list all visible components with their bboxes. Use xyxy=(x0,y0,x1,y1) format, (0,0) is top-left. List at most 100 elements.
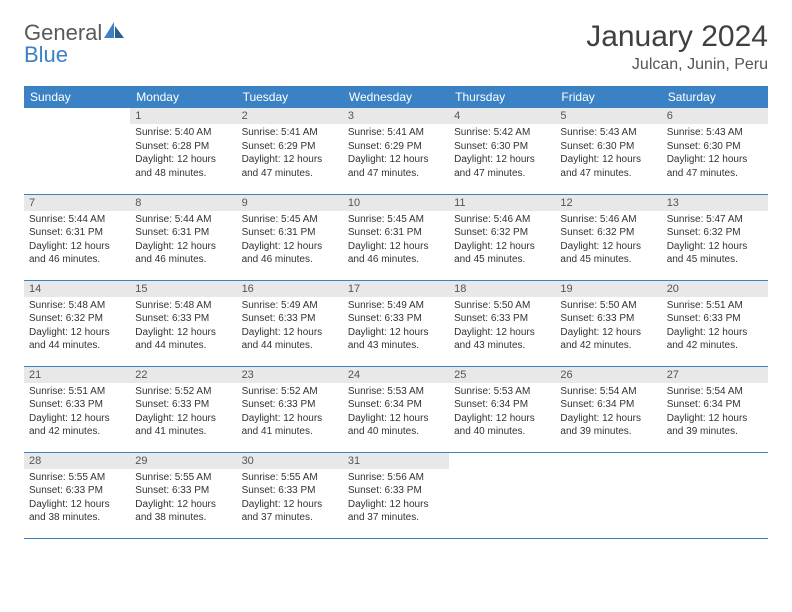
daylight-text: and 45 minutes. xyxy=(454,253,550,267)
day-number: 14 xyxy=(24,281,130,297)
daylight-text: Daylight: 12 hours xyxy=(667,326,763,340)
day-number: 13 xyxy=(662,195,768,211)
daylight-text: Daylight: 12 hours xyxy=(242,240,338,254)
daylight-text: Daylight: 12 hours xyxy=(29,498,125,512)
sunset-text: Sunset: 6:30 PM xyxy=(667,140,763,154)
sunset-text: Sunset: 6:32 PM xyxy=(454,226,550,240)
sunrise-text: Sunrise: 5:53 AM xyxy=(348,385,444,399)
sunset-text: Sunset: 6:32 PM xyxy=(560,226,656,240)
calendar-cell: 29Sunrise: 5:55 AMSunset: 6:33 PMDayligh… xyxy=(130,452,236,538)
sunset-text: Sunset: 6:34 PM xyxy=(454,398,550,412)
daylight-text: Daylight: 12 hours xyxy=(135,498,231,512)
daylight-text: and 44 minutes. xyxy=(29,339,125,353)
day-body: Sunrise: 5:46 AMSunset: 6:32 PMDaylight:… xyxy=(555,211,661,271)
daylight-text: Daylight: 12 hours xyxy=(29,240,125,254)
sunrise-text: Sunrise: 5:54 AM xyxy=(667,385,763,399)
day-number: 29 xyxy=(130,453,236,469)
calendar-cell: .. xyxy=(662,452,768,538)
sunrise-text: Sunrise: 5:45 AM xyxy=(242,213,338,227)
calendar-body: ..1Sunrise: 5:40 AMSunset: 6:28 PMDaylig… xyxy=(24,108,768,538)
sunrise-text: Sunrise: 5:41 AM xyxy=(348,126,444,140)
calendar-cell: 12Sunrise: 5:46 AMSunset: 6:32 PMDayligh… xyxy=(555,194,661,280)
day-body: Sunrise: 5:54 AMSunset: 6:34 PMDaylight:… xyxy=(555,383,661,443)
day-number: 8 xyxy=(130,195,236,211)
daylight-text: and 43 minutes. xyxy=(454,339,550,353)
calendar-cell: 23Sunrise: 5:52 AMSunset: 6:33 PMDayligh… xyxy=(237,366,343,452)
calendar-cell: 26Sunrise: 5:54 AMSunset: 6:34 PMDayligh… xyxy=(555,366,661,452)
sunrise-text: Sunrise: 5:54 AM xyxy=(560,385,656,399)
sunset-text: Sunset: 6:33 PM xyxy=(348,312,444,326)
daylight-text: and 47 minutes. xyxy=(242,167,338,181)
calendar-cell: 13Sunrise: 5:47 AMSunset: 6:32 PMDayligh… xyxy=(662,194,768,280)
day-body: Sunrise: 5:43 AMSunset: 6:30 PMDaylight:… xyxy=(662,124,768,184)
daylight-text: and 42 minutes. xyxy=(560,339,656,353)
day-body: Sunrise: 5:51 AMSunset: 6:33 PMDaylight:… xyxy=(24,383,130,443)
daylight-text: Daylight: 12 hours xyxy=(454,240,550,254)
sunset-text: Sunset: 6:33 PM xyxy=(135,484,231,498)
daylight-text: and 46 minutes. xyxy=(135,253,231,267)
weekday-header: Sunday xyxy=(24,86,130,108)
sunrise-text: Sunrise: 5:52 AM xyxy=(242,385,338,399)
day-body: Sunrise: 5:48 AMSunset: 6:33 PMDaylight:… xyxy=(130,297,236,357)
calendar-cell: 16Sunrise: 5:49 AMSunset: 6:33 PMDayligh… xyxy=(237,280,343,366)
calendar-cell: 31Sunrise: 5:56 AMSunset: 6:33 PMDayligh… xyxy=(343,452,449,538)
sunset-text: Sunset: 6:33 PM xyxy=(667,312,763,326)
sunrise-text: Sunrise: 5:42 AM xyxy=(454,126,550,140)
calendar-cell: 24Sunrise: 5:53 AMSunset: 6:34 PMDayligh… xyxy=(343,366,449,452)
calendar-week: 7Sunrise: 5:44 AMSunset: 6:31 PMDaylight… xyxy=(24,194,768,280)
sunrise-text: Sunrise: 5:44 AM xyxy=(29,213,125,227)
daylight-text: and 47 minutes. xyxy=(560,167,656,181)
sunset-text: Sunset: 6:31 PM xyxy=(242,226,338,240)
day-body: Sunrise: 5:55 AMSunset: 6:33 PMDaylight:… xyxy=(24,469,130,529)
sunrise-text: Sunrise: 5:56 AM xyxy=(348,471,444,485)
sunset-text: Sunset: 6:33 PM xyxy=(135,398,231,412)
sunset-text: Sunset: 6:33 PM xyxy=(242,398,338,412)
sunset-text: Sunset: 6:33 PM xyxy=(29,484,125,498)
day-body: Sunrise: 5:46 AMSunset: 6:32 PMDaylight:… xyxy=(449,211,555,271)
day-body: Sunrise: 5:44 AMSunset: 6:31 PMDaylight:… xyxy=(24,211,130,271)
calendar-cell: 28Sunrise: 5:55 AMSunset: 6:33 PMDayligh… xyxy=(24,452,130,538)
sunrise-text: Sunrise: 5:44 AM xyxy=(135,213,231,227)
day-body: Sunrise: 5:47 AMSunset: 6:32 PMDaylight:… xyxy=(662,211,768,271)
day-body: Sunrise: 5:43 AMSunset: 6:30 PMDaylight:… xyxy=(555,124,661,184)
sunrise-text: Sunrise: 5:40 AM xyxy=(135,126,231,140)
daylight-text: Daylight: 12 hours xyxy=(242,412,338,426)
day-body: Sunrise: 5:40 AMSunset: 6:28 PMDaylight:… xyxy=(130,124,236,184)
calendar-cell: 8Sunrise: 5:44 AMSunset: 6:31 PMDaylight… xyxy=(130,194,236,280)
daylight-text: and 39 minutes. xyxy=(667,425,763,439)
logo-blue: Blue xyxy=(24,42,68,67)
sunrise-text: Sunrise: 5:51 AM xyxy=(667,299,763,313)
weekday-header: Saturday xyxy=(662,86,768,108)
day-number: 7 xyxy=(24,195,130,211)
logo-line1: General xyxy=(24,20,126,44)
calendar-cell: 5Sunrise: 5:43 AMSunset: 6:30 PMDaylight… xyxy=(555,108,661,194)
sunset-text: Sunset: 6:31 PM xyxy=(348,226,444,240)
day-body: Sunrise: 5:52 AMSunset: 6:33 PMDaylight:… xyxy=(237,383,343,443)
header: General Blue January 2024 Julcan, Junin,… xyxy=(24,20,768,74)
sunset-text: Sunset: 6:34 PM xyxy=(348,398,444,412)
calendar-head: SundayMondayTuesdayWednesdayThursdayFrid… xyxy=(24,86,768,108)
daylight-text: Daylight: 12 hours xyxy=(560,326,656,340)
sunset-text: Sunset: 6:33 PM xyxy=(560,312,656,326)
sunset-text: Sunset: 6:28 PM xyxy=(135,140,231,154)
calendar-cell: 22Sunrise: 5:52 AMSunset: 6:33 PMDayligh… xyxy=(130,366,236,452)
sunrise-text: Sunrise: 5:55 AM xyxy=(29,471,125,485)
calendar-cell: 3Sunrise: 5:41 AMSunset: 6:29 PMDaylight… xyxy=(343,108,449,194)
calendar-cell: 25Sunrise: 5:53 AMSunset: 6:34 PMDayligh… xyxy=(449,366,555,452)
sunrise-text: Sunrise: 5:51 AM xyxy=(29,385,125,399)
sunrise-text: Sunrise: 5:49 AM xyxy=(348,299,444,313)
calendar-cell: 20Sunrise: 5:51 AMSunset: 6:33 PMDayligh… xyxy=(662,280,768,366)
daylight-text: and 43 minutes. xyxy=(348,339,444,353)
daylight-text: and 45 minutes. xyxy=(560,253,656,267)
calendar-cell: 27Sunrise: 5:54 AMSunset: 6:34 PMDayligh… xyxy=(662,366,768,452)
daylight-text: and 41 minutes. xyxy=(242,425,338,439)
daylight-text: Daylight: 12 hours xyxy=(348,153,444,167)
daylight-text: and 47 minutes. xyxy=(667,167,763,181)
day-body: Sunrise: 5:42 AMSunset: 6:30 PMDaylight:… xyxy=(449,124,555,184)
daylight-text: and 42 minutes. xyxy=(667,339,763,353)
calendar-cell: 9Sunrise: 5:45 AMSunset: 6:31 PMDaylight… xyxy=(237,194,343,280)
day-number: 4 xyxy=(449,108,555,124)
calendar-cell: 2Sunrise: 5:41 AMSunset: 6:29 PMDaylight… xyxy=(237,108,343,194)
sunset-text: Sunset: 6:32 PM xyxy=(29,312,125,326)
calendar-week: ..1Sunrise: 5:40 AMSunset: 6:28 PMDaylig… xyxy=(24,108,768,194)
